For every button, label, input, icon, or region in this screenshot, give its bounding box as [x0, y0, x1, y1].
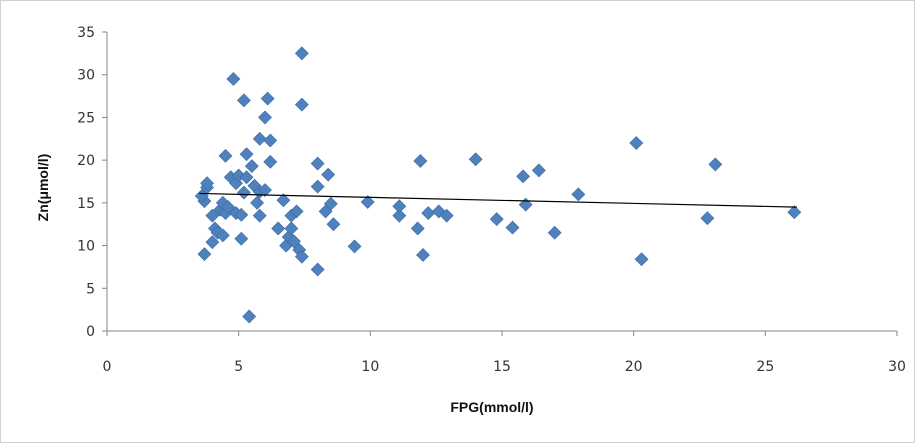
data-point — [347, 239, 362, 254]
data-point — [421, 206, 436, 221]
data-point — [392, 199, 407, 214]
x-tick-label: 30 — [888, 359, 906, 375]
x-tick-label: 0 — [103, 359, 112, 375]
data-point — [468, 152, 483, 167]
data-point — [294, 97, 309, 112]
data-point — [226, 72, 241, 86]
data-point — [252, 208, 267, 223]
y-tick-label: 5 — [86, 281, 95, 297]
trendline — [199, 192, 797, 208]
data-point — [516, 169, 530, 184]
data-point — [239, 147, 254, 162]
data-point — [413, 154, 428, 168]
y-tick-label: 25 — [77, 110, 95, 126]
data-point — [284, 221, 299, 236]
y-tick-label: 35 — [77, 25, 95, 41]
data-point — [310, 262, 325, 277]
data-point — [205, 235, 220, 250]
data-point — [489, 212, 504, 227]
data-point — [708, 157, 723, 172]
data-point — [221, 200, 236, 215]
data-point — [215, 228, 230, 243]
data-point — [410, 221, 425, 236]
y-tick-label: 20 — [77, 153, 95, 169]
y-axis-title: Zn(μmol/l) — [35, 154, 51, 222]
data-point — [205, 208, 220, 223]
data-point — [531, 163, 546, 178]
data-point — [276, 193, 291, 208]
data-point — [323, 196, 338, 211]
data-point — [258, 110, 272, 125]
data-point — [237, 93, 251, 108]
data-point — [571, 187, 586, 202]
data-point — [263, 154, 278, 169]
data-point — [294, 249, 309, 264]
data-point — [271, 221, 286, 236]
data-point — [250, 195, 265, 210]
data-point — [263, 133, 278, 148]
data-point — [234, 207, 249, 222]
data-point — [547, 225, 562, 240]
data-point — [321, 167, 336, 182]
data-point — [237, 185, 251, 200]
data-point — [218, 148, 233, 163]
data-point — [234, 231, 249, 246]
data-point — [416, 248, 430, 262]
data-point — [197, 247, 212, 262]
data-point — [244, 159, 259, 174]
data-point — [505, 220, 520, 235]
x-tick-label: 10 — [361, 359, 379, 375]
data-point — [260, 91, 275, 106]
y-tick-label: 0 — [86, 324, 95, 340]
x-tick-label: 5 — [234, 359, 243, 375]
y-tick-label: 30 — [77, 68, 95, 84]
data-point — [239, 170, 254, 185]
data-point — [634, 252, 649, 267]
y-tick-label: 10 — [77, 239, 95, 255]
data-point — [289, 204, 304, 219]
data-point — [326, 217, 341, 232]
data-point — [242, 309, 257, 324]
x-axis-title: FPG(mmol/l) — [450, 399, 533, 415]
data-point — [700, 211, 715, 226]
data-point — [310, 156, 325, 171]
data-point — [392, 208, 407, 223]
x-tick-label: 20 — [625, 359, 643, 375]
x-tick-label: 15 — [493, 359, 511, 375]
x-tick-label: 25 — [756, 359, 774, 375]
y-tick-label: 15 — [77, 196, 95, 212]
data-point — [787, 205, 802, 220]
data-point — [360, 195, 375, 209]
data-point — [310, 179, 325, 194]
data-point — [518, 197, 533, 212]
data-point — [200, 176, 214, 191]
data-point — [258, 183, 272, 197]
data-point — [252, 131, 267, 146]
data-point — [287, 234, 301, 249]
data-point — [439, 208, 454, 223]
data-point — [629, 136, 644, 150]
data-point — [294, 46, 309, 61]
